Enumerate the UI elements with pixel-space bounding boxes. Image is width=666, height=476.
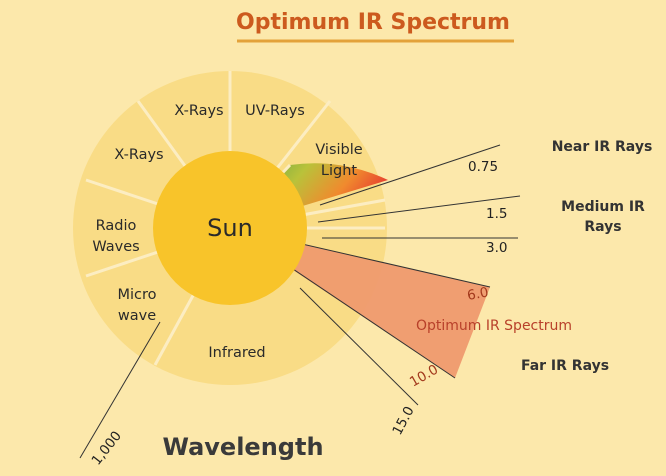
diagram-title: Optimum IR Spectrum (236, 10, 510, 35)
medium-ir-rays-label-line1: Medium IR (561, 199, 645, 215)
far-ir-rays-label: Far IR Rays (521, 358, 609, 374)
segment-radio-line1: Radio (96, 218, 137, 234)
segment-x-rays-top: X-Rays (174, 103, 223, 119)
wavelength-15-0: 15.0 (389, 404, 417, 438)
segment-x-rays-left: X-Rays (114, 147, 163, 163)
wavelength-1-5: 1.5 (486, 206, 507, 222)
wavelength-0-75: 0.75 (468, 159, 498, 175)
optimum-ir-label: Optimum IR Spectrum (416, 318, 572, 334)
sun-circle (153, 151, 307, 305)
segment-radio-line2: Waves (92, 239, 139, 255)
medium-ir-rays-label-line2: Rays (584, 219, 621, 235)
wavelength-6-0: 6.0 (466, 284, 490, 303)
near-ir-rays-label: Near IR Rays (552, 139, 653, 155)
wavelength-10-0: 10.0 (407, 362, 441, 391)
segment-micro-line2: wave (118, 308, 156, 324)
sun-label: Sun (207, 214, 253, 242)
segment-infrared: Infrared (208, 345, 265, 361)
segment-visible-line1: Visible (315, 142, 362, 158)
segment-uv-rays: UV-Rays (245, 103, 305, 119)
wavelength-axis-label: Wavelength (162, 433, 323, 461)
segment-micro-line1: Micro (117, 287, 156, 303)
segment-visible-line2: Light (321, 163, 358, 179)
wavelength-3-0: 3.0 (486, 240, 507, 256)
